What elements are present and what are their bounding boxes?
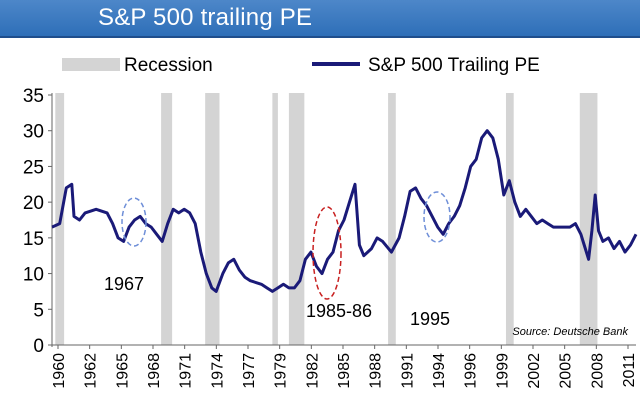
x-tick-label: 1968 xyxy=(146,353,163,389)
x-tick-label: 1971 xyxy=(178,353,195,389)
x-tick-label: 1991 xyxy=(399,353,416,389)
series-line-sp500-trailing-pe xyxy=(51,129,638,293)
legend-recession-swatch xyxy=(62,58,120,71)
annotation-1967: 1967 xyxy=(104,274,144,294)
x-tick-label: 1988 xyxy=(368,353,385,389)
x-tick-label: 2002 xyxy=(526,353,543,389)
ellipse-1995 xyxy=(423,191,451,243)
recession-band xyxy=(505,93,514,345)
x-tick-label: 1965 xyxy=(114,353,131,389)
ellipse-1985 xyxy=(312,206,342,300)
x-tick-label: 1979 xyxy=(273,353,290,389)
recession-band xyxy=(272,93,278,345)
y-tick-label: 5 xyxy=(33,300,44,321)
annotation-1985-86: 1985-86 xyxy=(306,301,372,321)
x-tick-label: 2011 xyxy=(621,353,638,388)
title-bar: S&P 500 trailing PE xyxy=(0,0,640,36)
legend: Recession S&P 500 Trailing PE xyxy=(62,55,540,76)
annotations: 1967 1985-86 1995 Source: Deutsche Bank xyxy=(104,191,628,338)
x-tick-label: 1996 xyxy=(463,353,480,389)
recession-band xyxy=(288,93,305,345)
y-tick-label: 35 xyxy=(23,86,44,107)
legend-recession-label: Recession xyxy=(124,55,213,76)
y-tick-label: 0 xyxy=(33,336,44,357)
legend-series-label: S&P 500 Trailing PE xyxy=(368,55,540,76)
x-tick-label: 2005 xyxy=(558,353,575,389)
source-note: Source: Deutsche Bank xyxy=(512,326,628,338)
y-tick-label: 25 xyxy=(23,157,44,178)
ellipse-1967 xyxy=(121,197,147,247)
x-tick-label: 1982 xyxy=(304,353,321,389)
recession-band xyxy=(579,93,598,345)
recession-band xyxy=(161,93,173,345)
recession-band xyxy=(388,93,396,345)
title-underline xyxy=(0,36,640,38)
x-ticks: 1960 1962 1965 1968 1971 1974 1977 1979 1982 1985… xyxy=(51,345,638,389)
y-tick-label: 10 xyxy=(23,265,44,286)
y-ticks: 0 5 10 15 20 25 30 35 xyxy=(23,86,52,357)
y-tick-label: 15 xyxy=(23,229,44,250)
x-tick-label: 1974 xyxy=(209,353,226,389)
y-tick-label: 30 xyxy=(23,122,44,143)
annotation-1995: 1995 xyxy=(410,309,450,329)
x-tick-label: 1960 xyxy=(51,353,68,389)
y-tick-label: 20 xyxy=(23,193,44,214)
x-tick-label: 1962 xyxy=(83,353,100,389)
x-tick-label: 2008 xyxy=(589,353,606,389)
x-tick-label: 1999 xyxy=(494,353,511,389)
page-title: S&P 500 trailing PE xyxy=(98,4,313,31)
x-tick-label: 1977 xyxy=(241,353,258,389)
axes xyxy=(51,93,636,347)
x-tick-label: 1994 xyxy=(431,353,448,389)
recession-band xyxy=(205,93,220,345)
x-tick-label: 1985 xyxy=(336,353,353,389)
